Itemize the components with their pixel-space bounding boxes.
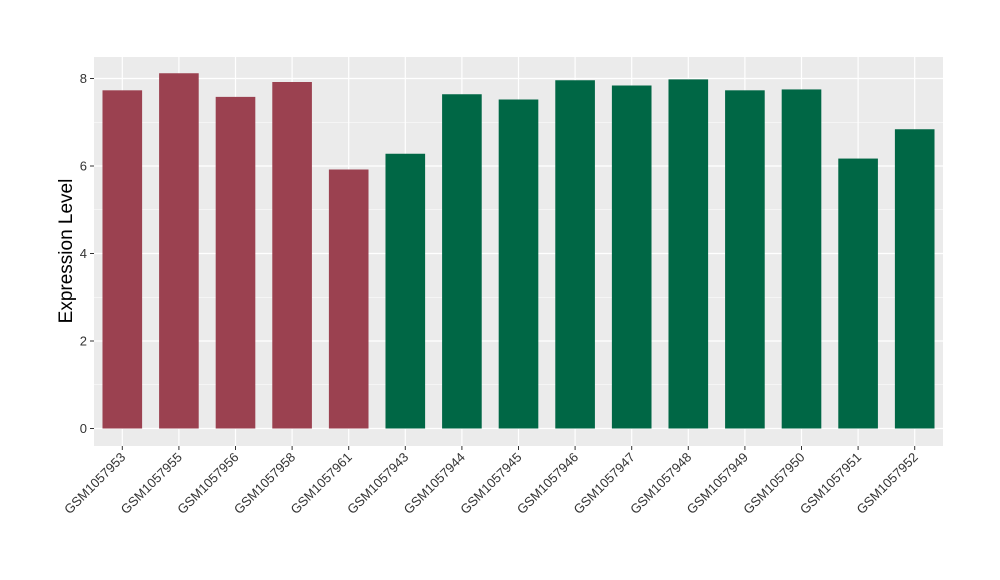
bar: [894, 129, 935, 429]
bar: [498, 99, 539, 429]
y-tick-label: 0: [80, 421, 87, 436]
bar: [385, 153, 426, 429]
y-tick-label: 6: [80, 159, 87, 174]
bar: [838, 158, 878, 429]
bar: [215, 96, 256, 429]
bar: [668, 79, 709, 429]
y-tick-label: 8: [80, 71, 87, 86]
bar: [442, 94, 482, 429]
bar: [159, 73, 199, 429]
y-axis: 0 2 4 6 8: [80, 71, 94, 436]
x-axis: GSM1057953GSM1057955GSM1057956GSM1057958…: [61, 446, 921, 517]
bar: [102, 90, 143, 429]
bars: [102, 73, 935, 429]
bar: [555, 80, 595, 429]
y-axis-title: Expression Level: [56, 179, 77, 324]
bar: [781, 89, 822, 429]
bar: [328, 169, 369, 429]
bar: [725, 90, 765, 429]
y-tick-label: 4: [80, 246, 87, 261]
bar: [272, 82, 312, 429]
bar: [611, 85, 652, 429]
y-tick-label: 2: [80, 334, 87, 349]
